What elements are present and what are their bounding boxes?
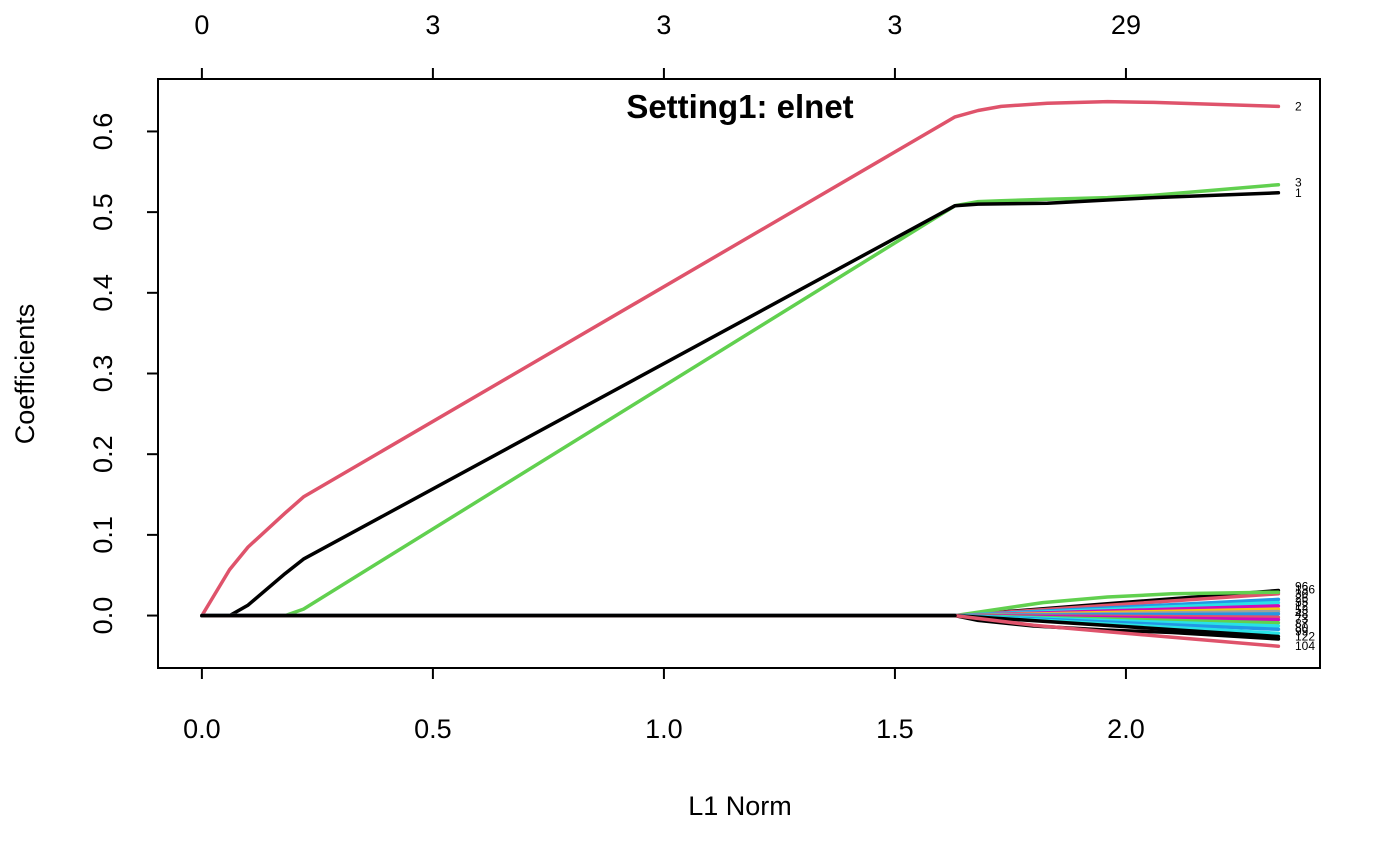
y-tick-label: 0.3 bbox=[88, 355, 118, 393]
variable-end-label: 104 bbox=[1295, 639, 1315, 653]
variable-end-label: 48 bbox=[1295, 607, 1309, 621]
variable-end-label: 12 bbox=[1295, 599, 1309, 613]
variable-end-label: 80 bbox=[1295, 621, 1309, 635]
y-tick-label: 0.1 bbox=[88, 516, 118, 554]
plot-area: 0.0 0.5 1.0 1.5 2.0 0 3 3 3 29 0.0 0.1 0.2 0.3 0.4 0.5 0… bbox=[88, 10, 1321, 744]
x-tick-label: 0.0 bbox=[183, 714, 221, 744]
variable-end-label: 26 bbox=[1295, 591, 1309, 605]
variable-end-label: 87 bbox=[1295, 617, 1309, 631]
coefficient-path-line bbox=[200, 99, 1281, 618]
y-tick-label: 0.5 bbox=[88, 193, 118, 231]
variable-end-label: 30 bbox=[1295, 587, 1309, 601]
top-tick-label: 3 bbox=[887, 10, 902, 40]
variable-end-label: 99 bbox=[1295, 625, 1309, 639]
x-axis-title: L1 Norm bbox=[688, 791, 792, 821]
x-tick-label: 2.0 bbox=[1107, 714, 1145, 744]
variable-end-label: 53 bbox=[1295, 603, 1309, 617]
chart-title: Setting1: elnet bbox=[626, 88, 853, 125]
variable-end-label: 73 bbox=[1295, 612, 1309, 626]
variable-end-label: 96 bbox=[1295, 580, 1309, 594]
x-tick-label: 1.5 bbox=[876, 714, 914, 744]
x-tick-label: 0.5 bbox=[414, 714, 452, 744]
variable-end-label: 2 bbox=[1295, 99, 1302, 113]
top-tick-label: 3 bbox=[425, 10, 440, 40]
variable-end-label: 136 bbox=[1295, 583, 1315, 597]
top-tick-label: 3 bbox=[656, 10, 671, 40]
y-tick-label: 0.0 bbox=[88, 597, 118, 635]
variable-end-label: 1 bbox=[1295, 186, 1302, 200]
y-tick-label: 0.4 bbox=[88, 274, 118, 312]
y-axis-title: Coefficients bbox=[10, 304, 40, 445]
variable-end-label: 3 bbox=[1295, 175, 1302, 189]
y-tick-label: 0.2 bbox=[88, 435, 118, 473]
coefficient-path-line bbox=[200, 191, 1281, 618]
variable-end-label: 35 bbox=[1295, 595, 1309, 609]
coefficient-path-line bbox=[200, 182, 1281, 618]
variable-end-label: 122 bbox=[1295, 630, 1315, 644]
top-tick-label: 29 bbox=[1111, 10, 1141, 40]
top-tick-label: 0 bbox=[194, 10, 209, 40]
x-tick-label: 1.0 bbox=[645, 714, 683, 744]
y-tick-label: 0.6 bbox=[88, 113, 118, 151]
plot-frame bbox=[157, 78, 1321, 669]
